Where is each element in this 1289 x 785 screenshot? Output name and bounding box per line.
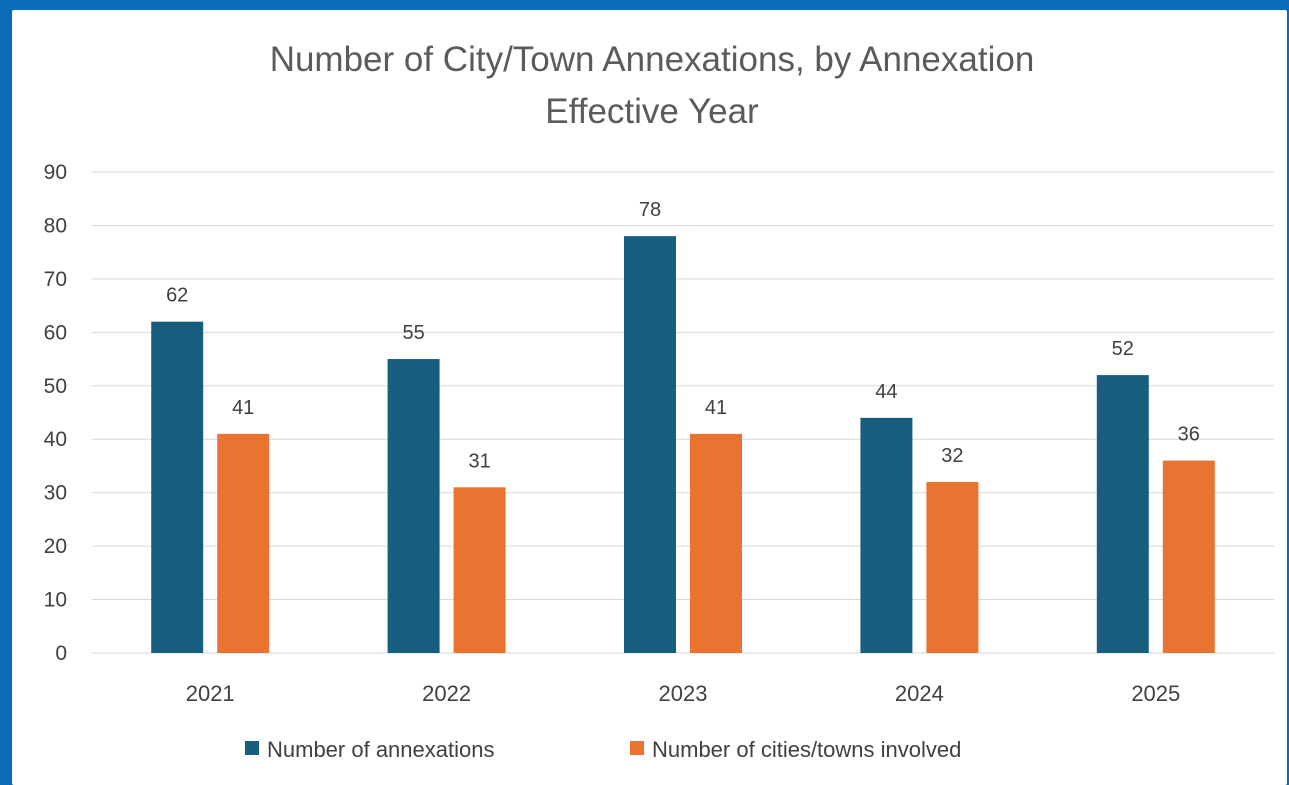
- data-label: 41: [705, 397, 727, 419]
- x-category-label: 2023: [659, 681, 708, 706]
- chart-title-line-2: Effective Year: [545, 92, 759, 131]
- x-category-label: 2021: [186, 681, 235, 706]
- data-label: 31: [468, 450, 490, 472]
- legend-label: Number of annexations: [267, 737, 494, 762]
- gridlines: [92, 171, 1274, 654]
- x-category-label: 2025: [1131, 681, 1180, 706]
- bar-annexations-2022: [387, 359, 440, 653]
- legend-label: Number of cities/towns involved: [652, 737, 961, 762]
- bar-annexations-2023: [624, 236, 676, 653]
- bar-cities-towns-2025: [1162, 460, 1215, 653]
- y-tick-label: 40: [44, 428, 67, 451]
- y-tick-label: 30: [44, 482, 67, 505]
- bar-annexations-2021: [151, 321, 204, 653]
- chart-frame: Number of City/Town Annexations, by Anne…: [12, 10, 1287, 785]
- y-tick-label: 10: [44, 589, 67, 612]
- bar-cities-towns-2022: [453, 487, 506, 653]
- bar-annexations-2024: [860, 417, 913, 653]
- data-label: 52: [1112, 338, 1134, 360]
- data-labels: 62 41 55 31 78 41 44 32 52 36: [166, 199, 1200, 472]
- legend: Number of annexations Number of cities/to…: [245, 737, 961, 762]
- y-axis-ticks: 0 10 20 30 40 50 60 70 80 90: [44, 161, 67, 665]
- y-tick-label: 50: [44, 375, 67, 398]
- data-label: 32: [941, 445, 963, 467]
- bar-cities-towns-2024: [926, 481, 979, 653]
- bars: [151, 236, 1215, 653]
- chart-title-line-1: Number of City/Town Annexations, by Anne…: [270, 40, 1035, 79]
- y-tick-label: 80: [44, 214, 67, 237]
- bar-cities-towns-2021: [217, 433, 270, 653]
- y-tick-label: 60: [44, 321, 67, 344]
- y-tick-label: 70: [44, 268, 67, 291]
- y-tick-label: 0: [55, 642, 67, 665]
- data-label: 41: [232, 397, 254, 419]
- y-tick-label: 20: [44, 535, 67, 558]
- legend-swatch: [245, 741, 259, 755]
- x-category-label: 2024: [895, 681, 944, 706]
- x-category-label: 2022: [422, 681, 471, 706]
- data-label: 78: [639, 199, 661, 221]
- bar-cities-towns-2023: [690, 433, 742, 653]
- bar-annexations-2025: [1096, 375, 1149, 653]
- data-label: 36: [1178, 424, 1200, 446]
- chart: Number of City/Town Annexations, by Anne…: [44, 40, 1274, 762]
- data-label: 62: [166, 285, 188, 307]
- data-label: 44: [875, 381, 897, 403]
- data-label: 55: [402, 322, 424, 344]
- x-axis-categories: 2021 2022 2023 2024 2025: [186, 681, 1181, 706]
- y-tick-label: 90: [44, 161, 67, 184]
- legend-swatch: [630, 741, 644, 755]
